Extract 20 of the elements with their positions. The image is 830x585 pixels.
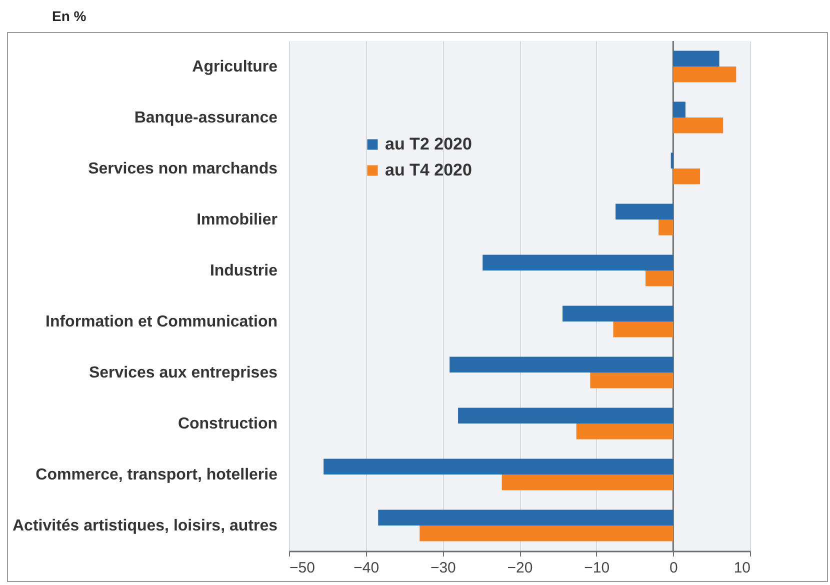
y-tick-label: Activités artistiques, loisirs, autres — [12, 518, 278, 534]
x-tick-label: 10 — [734, 560, 750, 576]
y-tick-label: Construction — [178, 416, 278, 432]
text: En % — [52, 8, 86, 24]
x-tick-label: −20 — [507, 560, 533, 576]
legend-label: au T4 2020 — [385, 160, 472, 180]
y-tick-label: Services aux entreprises — [88, 364, 278, 382]
y-tick-label: Services non marchands — [88, 160, 278, 178]
x-tick-label: −40 — [354, 560, 380, 576]
x-tick-label: −50 — [290, 560, 315, 576]
y-tick-label: Banque-assurance — [134, 110, 278, 126]
y-tick-label: Industrie — [210, 262, 278, 280]
x-tick-label: −30 — [430, 560, 456, 576]
x-tick-label: 0 — [669, 560, 678, 576]
y-tick-label: Immobilier — [196, 212, 278, 228]
y-tick-label: Agriculture — [192, 58, 278, 76]
y-tick-label: Commerce, transport, hotellerie — [36, 466, 278, 484]
legend-label: au T2 2020 — [385, 134, 472, 154]
x-tick-label: −10 — [584, 560, 610, 576]
y-tick-label: Information et Communication — [46, 314, 278, 330]
